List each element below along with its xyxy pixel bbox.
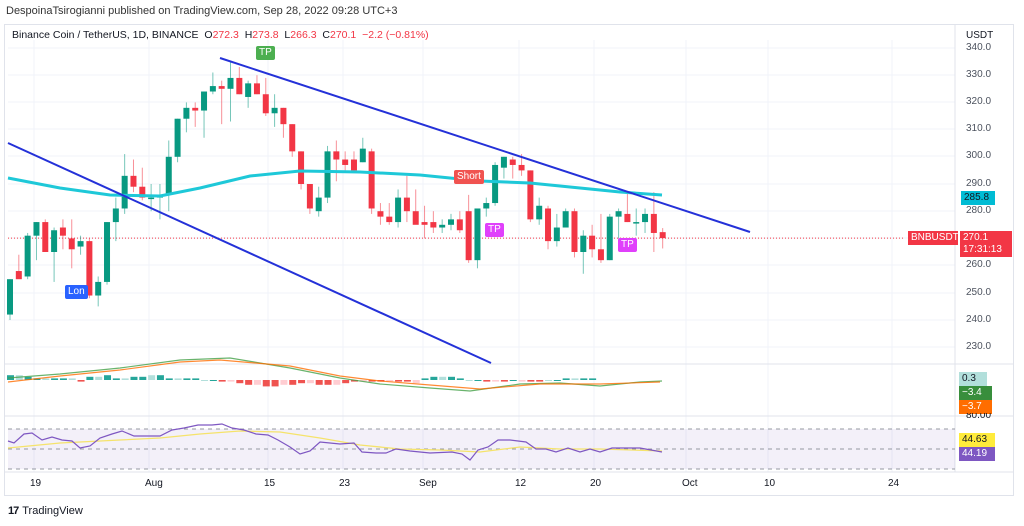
price-tick-label: 260.0 xyxy=(966,259,992,270)
time-tick-label: 23 xyxy=(339,478,351,489)
symbol-badge: BNBUSDT xyxy=(908,231,959,245)
time-tick-label: 15 xyxy=(264,478,276,489)
tp-marker-purple-2: TP xyxy=(618,238,637,252)
short-marker: Short xyxy=(454,170,484,184)
high-value: 273.8 xyxy=(252,29,279,41)
close-value: 270.1 xyxy=(329,29,357,41)
macd-line-badge: −3.4 xyxy=(959,386,992,400)
rsi-value-badge: 44.19 xyxy=(959,447,995,461)
footer-brand[interactable]: 17 TradingView xyxy=(8,505,83,517)
ma-value-badge: 285.8 xyxy=(961,191,995,205)
price-tick-label: 280.0 xyxy=(966,205,992,216)
tp-marker-purple-1: TP xyxy=(485,223,504,237)
high-label: H xyxy=(244,29,253,41)
price-tick-label: 240.0 xyxy=(966,314,992,325)
time-tick-label: 10 xyxy=(764,478,776,489)
time-tick-label: 24 xyxy=(888,478,900,489)
last-price-badge: 270.1 17:31:13 xyxy=(960,231,1012,257)
price-tick-label: 290.0 xyxy=(966,178,992,189)
rsi-upper-label: 80.00 xyxy=(966,413,992,421)
price-tick-label: 320.0 xyxy=(966,96,992,107)
long-marker: Lon xyxy=(65,285,88,299)
time-tick-label: 19 xyxy=(30,478,42,489)
last-price: 270.1 xyxy=(963,232,989,243)
rsi-ma-badge: 44.63 xyxy=(959,433,995,447)
brand-name: TradingView xyxy=(22,505,83,517)
publisher-line: DespoinaTsirogianni published on Trading… xyxy=(6,5,398,17)
symbol-legend: Binance Coin / TetherUS, 1D, BINANCE O27… xyxy=(12,29,429,41)
time-tick-label: 20 xyxy=(590,478,602,489)
time-tick-label: Sep xyxy=(419,478,437,489)
tp-marker-green: TP xyxy=(256,46,275,60)
open-label: O xyxy=(204,29,213,41)
price-tick-label: 340.0 xyxy=(966,42,992,53)
time-tick-label: Oct xyxy=(682,478,698,489)
close-label: C xyxy=(322,29,330,41)
macd-hist-badge: 0.3 xyxy=(959,372,987,386)
countdown: 17:31:13 xyxy=(963,244,1002,255)
time-tick-label: Aug xyxy=(145,478,163,489)
time-tick-label: 12 xyxy=(515,478,527,489)
price-tick-label: 250.0 xyxy=(966,287,992,298)
chart-frame xyxy=(4,24,1014,496)
low-value: 266.3 xyxy=(290,29,317,41)
low-label: L xyxy=(284,29,291,41)
change-value: −2.2 (−0.81%) xyxy=(362,29,429,41)
price-tick-label: 310.0 xyxy=(966,123,992,134)
price-tick-label: 300.0 xyxy=(966,150,992,161)
tradingview-logo-icon: 17 xyxy=(8,505,19,517)
macd-signal-badge: −3.7 xyxy=(959,400,992,414)
open-value: 272.3 xyxy=(212,29,239,41)
currency-label: USDT xyxy=(966,30,994,41)
symbol-title: Binance Coin / TetherUS, 1D, BINANCE xyxy=(12,29,199,41)
price-tick-label: 330.0 xyxy=(966,69,992,80)
price-tick-label: 230.0 xyxy=(966,341,992,352)
